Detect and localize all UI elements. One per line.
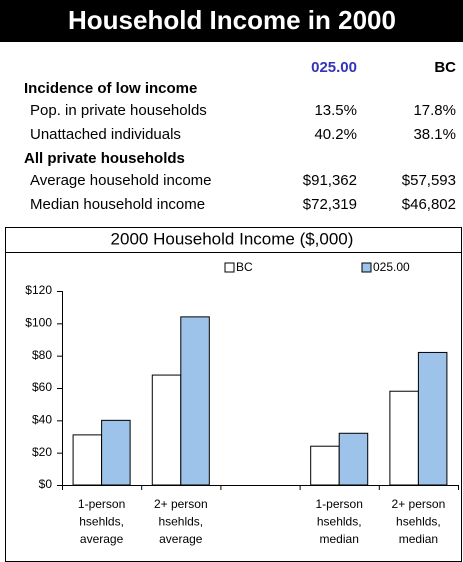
legend-label: 025.00 [373, 260, 410, 274]
cell: 13.5% [314, 102, 357, 119]
y-tick-label: $100 [25, 316, 52, 330]
cell: 17.8% [413, 102, 456, 119]
y-tick-label: $0 [39, 477, 53, 491]
cell: $72,319 [303, 196, 357, 213]
row-label: Pop. in private households [30, 102, 207, 119]
x-tick-label-line: average [80, 532, 124, 546]
section-heading: All private households [24, 150, 185, 167]
x-tick-label: 2+ person hsehlds, average [154, 497, 208, 546]
row-label: Unattached individuals [30, 126, 181, 143]
x-tick-label-line: median [399, 532, 438, 546]
cell: 40.2% [314, 126, 357, 143]
bar [417, 351, 448, 486]
y-tick-label: $120 [25, 283, 52, 297]
title-bar [0, 0, 463, 42]
x-tick-label-line: hsehlds, [396, 515, 441, 529]
row-label: Median household income [30, 196, 205, 213]
column-header: 025.00 [311, 59, 357, 76]
x-tick-label-line: hsehlds, [317, 515, 362, 529]
x-tick-label-line: hsehlds, [158, 515, 203, 529]
x-tick-label: 2+ person hsehlds, median [392, 497, 446, 546]
bar [151, 374, 182, 486]
legend-label: BC [236, 260, 253, 274]
x-tick-label-line: 1-person [78, 497, 125, 511]
x-tick-label: 1-person hsehlds, median [316, 497, 363, 546]
cell: $91,362 [303, 172, 357, 189]
x-tick-label-line: 2+ person [392, 497, 446, 511]
x-tick-label: 1-person hsehlds, average [78, 497, 125, 546]
page-title: Household Income in 2000 [68, 5, 396, 35]
cell: 38.1% [413, 126, 456, 143]
legend-swatch [361, 262, 372, 273]
x-tick-label-line: 1-person [316, 497, 363, 511]
x-tick-label-line: average [159, 532, 203, 546]
bar [180, 316, 210, 486]
y-tick-label: $60 [32, 380, 52, 394]
x-tick-label-line: 2+ person [154, 497, 208, 511]
bar [310, 445, 340, 486]
y-tick-label: $20 [32, 445, 52, 459]
column-header: BC [434, 59, 456, 76]
x-tick-label-line: median [320, 532, 359, 546]
x-tick-label-line: hsehlds, [79, 515, 124, 529]
bar [389, 390, 419, 486]
row-label: Average household income [30, 172, 212, 189]
legend-swatch [224, 262, 235, 273]
section-heading: Incidence of low income [24, 80, 197, 97]
cell: $57,593 [402, 172, 456, 189]
y-tick-label: $80 [32, 348, 52, 362]
bar [101, 419, 131, 486]
bar [72, 434, 103, 486]
chart-title: 2000 Household Income ($,000) [111, 229, 354, 248]
y-tick-label: $40 [32, 413, 52, 427]
bar [338, 432, 369, 486]
cell: $46,802 [402, 196, 456, 213]
